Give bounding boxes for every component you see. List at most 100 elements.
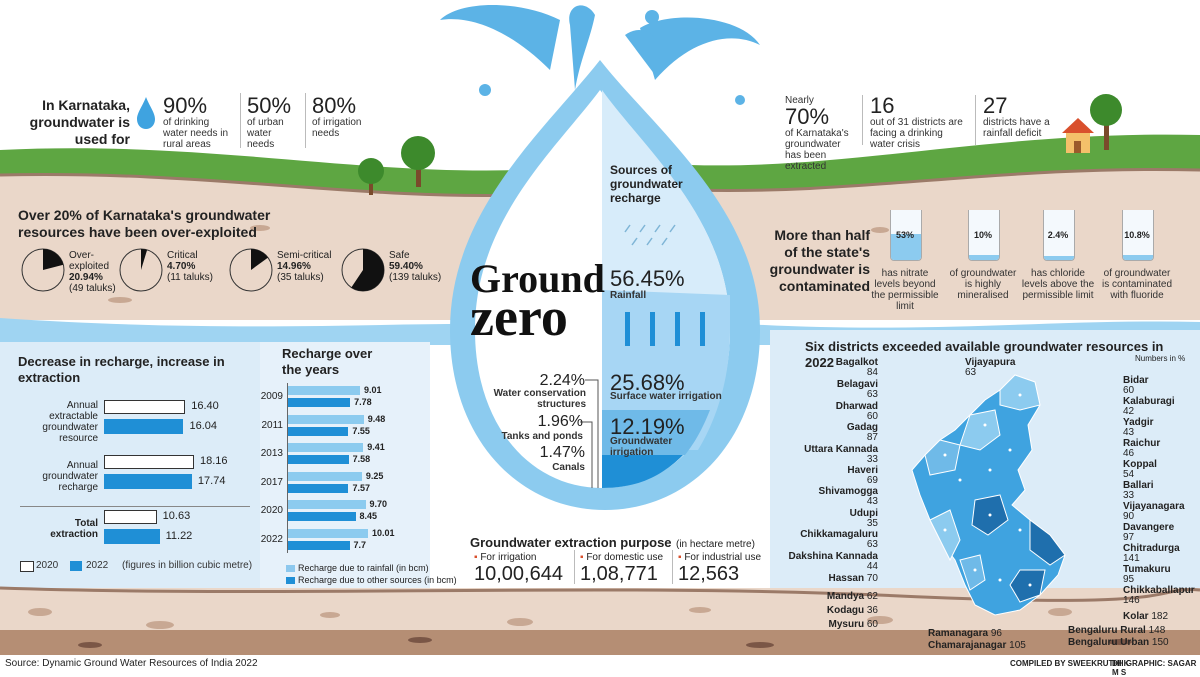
extraction-title: Groundwater extraction purpose xyxy=(470,535,672,550)
divider xyxy=(975,95,976,145)
district-label: Shivamogga 43 xyxy=(786,487,878,507)
district-name: Bidar xyxy=(1123,375,1149,386)
district-label: Chamarajanagar 105 xyxy=(928,641,1028,651)
district-value: 46 xyxy=(1123,448,1135,459)
pie-label: Critical 4.70% (11 taluks) xyxy=(167,250,227,283)
credit-compiled: COMPILED BY SWEEKRUTHI K xyxy=(1010,659,1130,668)
intro-stat-1: 50% of urban water needs xyxy=(247,93,297,151)
district-value: 60 xyxy=(1123,385,1135,396)
karnataka-map xyxy=(911,374,1066,616)
tree-icon xyxy=(1090,94,1122,150)
extraction-label: For irrigation xyxy=(480,552,537,563)
bar-label-rainfall: 10.01 xyxy=(372,527,395,538)
bar-label-other: 7.57 xyxy=(352,482,371,493)
district-value: 60 xyxy=(866,619,878,630)
bar-other xyxy=(288,426,349,436)
chart1-category: Total extraction xyxy=(50,518,98,540)
district-value: 36 xyxy=(866,605,878,616)
glass-fill xyxy=(1123,254,1153,260)
bar-label-other: 7.7 xyxy=(353,539,367,550)
bar-other xyxy=(288,455,349,464)
district-name: Vijayanagara xyxy=(1123,501,1185,512)
district-value: 44 xyxy=(866,561,878,572)
district-label: Haveri 69 xyxy=(786,466,878,486)
bar-other xyxy=(288,540,350,550)
district-name: Bengaluru Urban xyxy=(1068,637,1150,648)
district-value: 90 xyxy=(1123,511,1135,522)
district-value: 43 xyxy=(866,496,878,507)
extraction-value: 1,08,771 xyxy=(580,563,658,585)
source-pct: 12.19% xyxy=(610,414,685,439)
extraction-item: ▪ For industrial use 12,563 xyxy=(678,552,761,585)
bar-label-2020: 16.40 xyxy=(191,400,219,412)
stat-value: 50% xyxy=(247,93,292,118)
glass-icon xyxy=(1122,210,1154,261)
pie-label: Safe 59.40% (139 taluks) xyxy=(389,250,449,283)
district-label: Bengaluru Urban 150 xyxy=(1068,637,1169,648)
bar-rainfall xyxy=(288,471,362,481)
district-value: 62 xyxy=(866,591,878,602)
source-pct: 56.45% xyxy=(610,266,685,291)
district-label: Ramanagara 96 xyxy=(928,629,1028,639)
district-value: 105 xyxy=(1009,640,1026,651)
pie-label: Semi-critical 14.96% (35 taluks) xyxy=(277,250,337,283)
chart1-note: (figures in billion cubic metre) xyxy=(122,560,253,571)
divider xyxy=(672,550,673,584)
district-label: Bengaluru Rural 148 xyxy=(1068,626,1168,636)
extraction-item: ▪ For irrigation 10,00,644 xyxy=(474,552,563,585)
district-label: Kalaburagi 42 xyxy=(1123,397,1200,417)
bar-label-other: 8.45 xyxy=(359,511,378,521)
chart2-year: 2017 xyxy=(260,476,283,488)
district-label: Udupi 35 xyxy=(786,509,878,529)
district-label: Ballari 33 xyxy=(1123,481,1200,501)
bullet-icon: ▪ xyxy=(580,552,584,563)
districts-unit: Numbers in % xyxy=(1135,354,1186,363)
bar-label-2020: 18.16 xyxy=(200,455,228,467)
district-name: Ramanagara xyxy=(928,628,989,639)
bar-other xyxy=(288,483,349,493)
pie-percent: 20.94% xyxy=(69,272,103,283)
chart2-year: 2011 xyxy=(261,419,283,431)
district-value: 54 xyxy=(1123,469,1135,480)
legend-2022-label: 2022 xyxy=(86,560,109,571)
bar-rainfall xyxy=(288,528,368,538)
stat-text: of Karnataka's groundwater has been extr… xyxy=(785,128,849,172)
district-name: Bagalkot xyxy=(835,357,878,368)
bar-label-other: 7.55 xyxy=(352,425,370,436)
district-value: 182 xyxy=(1151,611,1169,622)
bar-rainfall xyxy=(288,414,364,424)
district-name: Chamarajanagar xyxy=(928,640,1007,651)
pie-slice xyxy=(43,249,64,270)
house-icon xyxy=(1062,118,1094,153)
stat-value: 90% xyxy=(163,93,208,118)
district-name: Kolar xyxy=(1123,611,1149,622)
glass-percent: 10% xyxy=(973,230,992,240)
district-name: Vijayapura xyxy=(965,357,1016,368)
chart2-year: 2013 xyxy=(260,448,283,459)
district-name: Mandya xyxy=(826,591,865,602)
pie-slice xyxy=(251,249,268,270)
stat-text: out of 31 districts are facing a drinkin… xyxy=(870,117,963,150)
extraction-label: For industrial use xyxy=(684,552,762,563)
bar-rainfall xyxy=(288,386,360,395)
district-value: 150 xyxy=(1151,637,1169,648)
overexploited-title: Over 20% of Karnataka's groundwater reso… xyxy=(18,207,271,240)
district-value: 69 xyxy=(866,475,878,486)
glass-icon xyxy=(1043,210,1075,261)
pie-percent: 14.96% xyxy=(277,261,311,272)
district-label: Uttara Kannada 33 xyxy=(786,445,878,465)
tree-icon xyxy=(358,158,384,195)
district-name: Belagavi xyxy=(836,379,878,390)
district-name: Uttara Kannada xyxy=(804,444,878,455)
district-label: Mandya 62 xyxy=(778,592,878,602)
district-name: Dakshina Kannada xyxy=(788,551,878,562)
district-name: Bengaluru Rural xyxy=(1068,625,1146,636)
pie-category: Semi-critical xyxy=(277,250,332,261)
bar-2022 xyxy=(104,474,192,489)
stat-text: of irrigation needs xyxy=(312,117,362,139)
tree-icon xyxy=(401,136,435,187)
district-value: 43 xyxy=(1123,427,1135,438)
district-label: Koppal 54 xyxy=(1123,460,1200,480)
divider xyxy=(574,550,575,584)
top-stat-0: Nearly 70% of Karnataka's groundwater ha… xyxy=(785,95,855,172)
